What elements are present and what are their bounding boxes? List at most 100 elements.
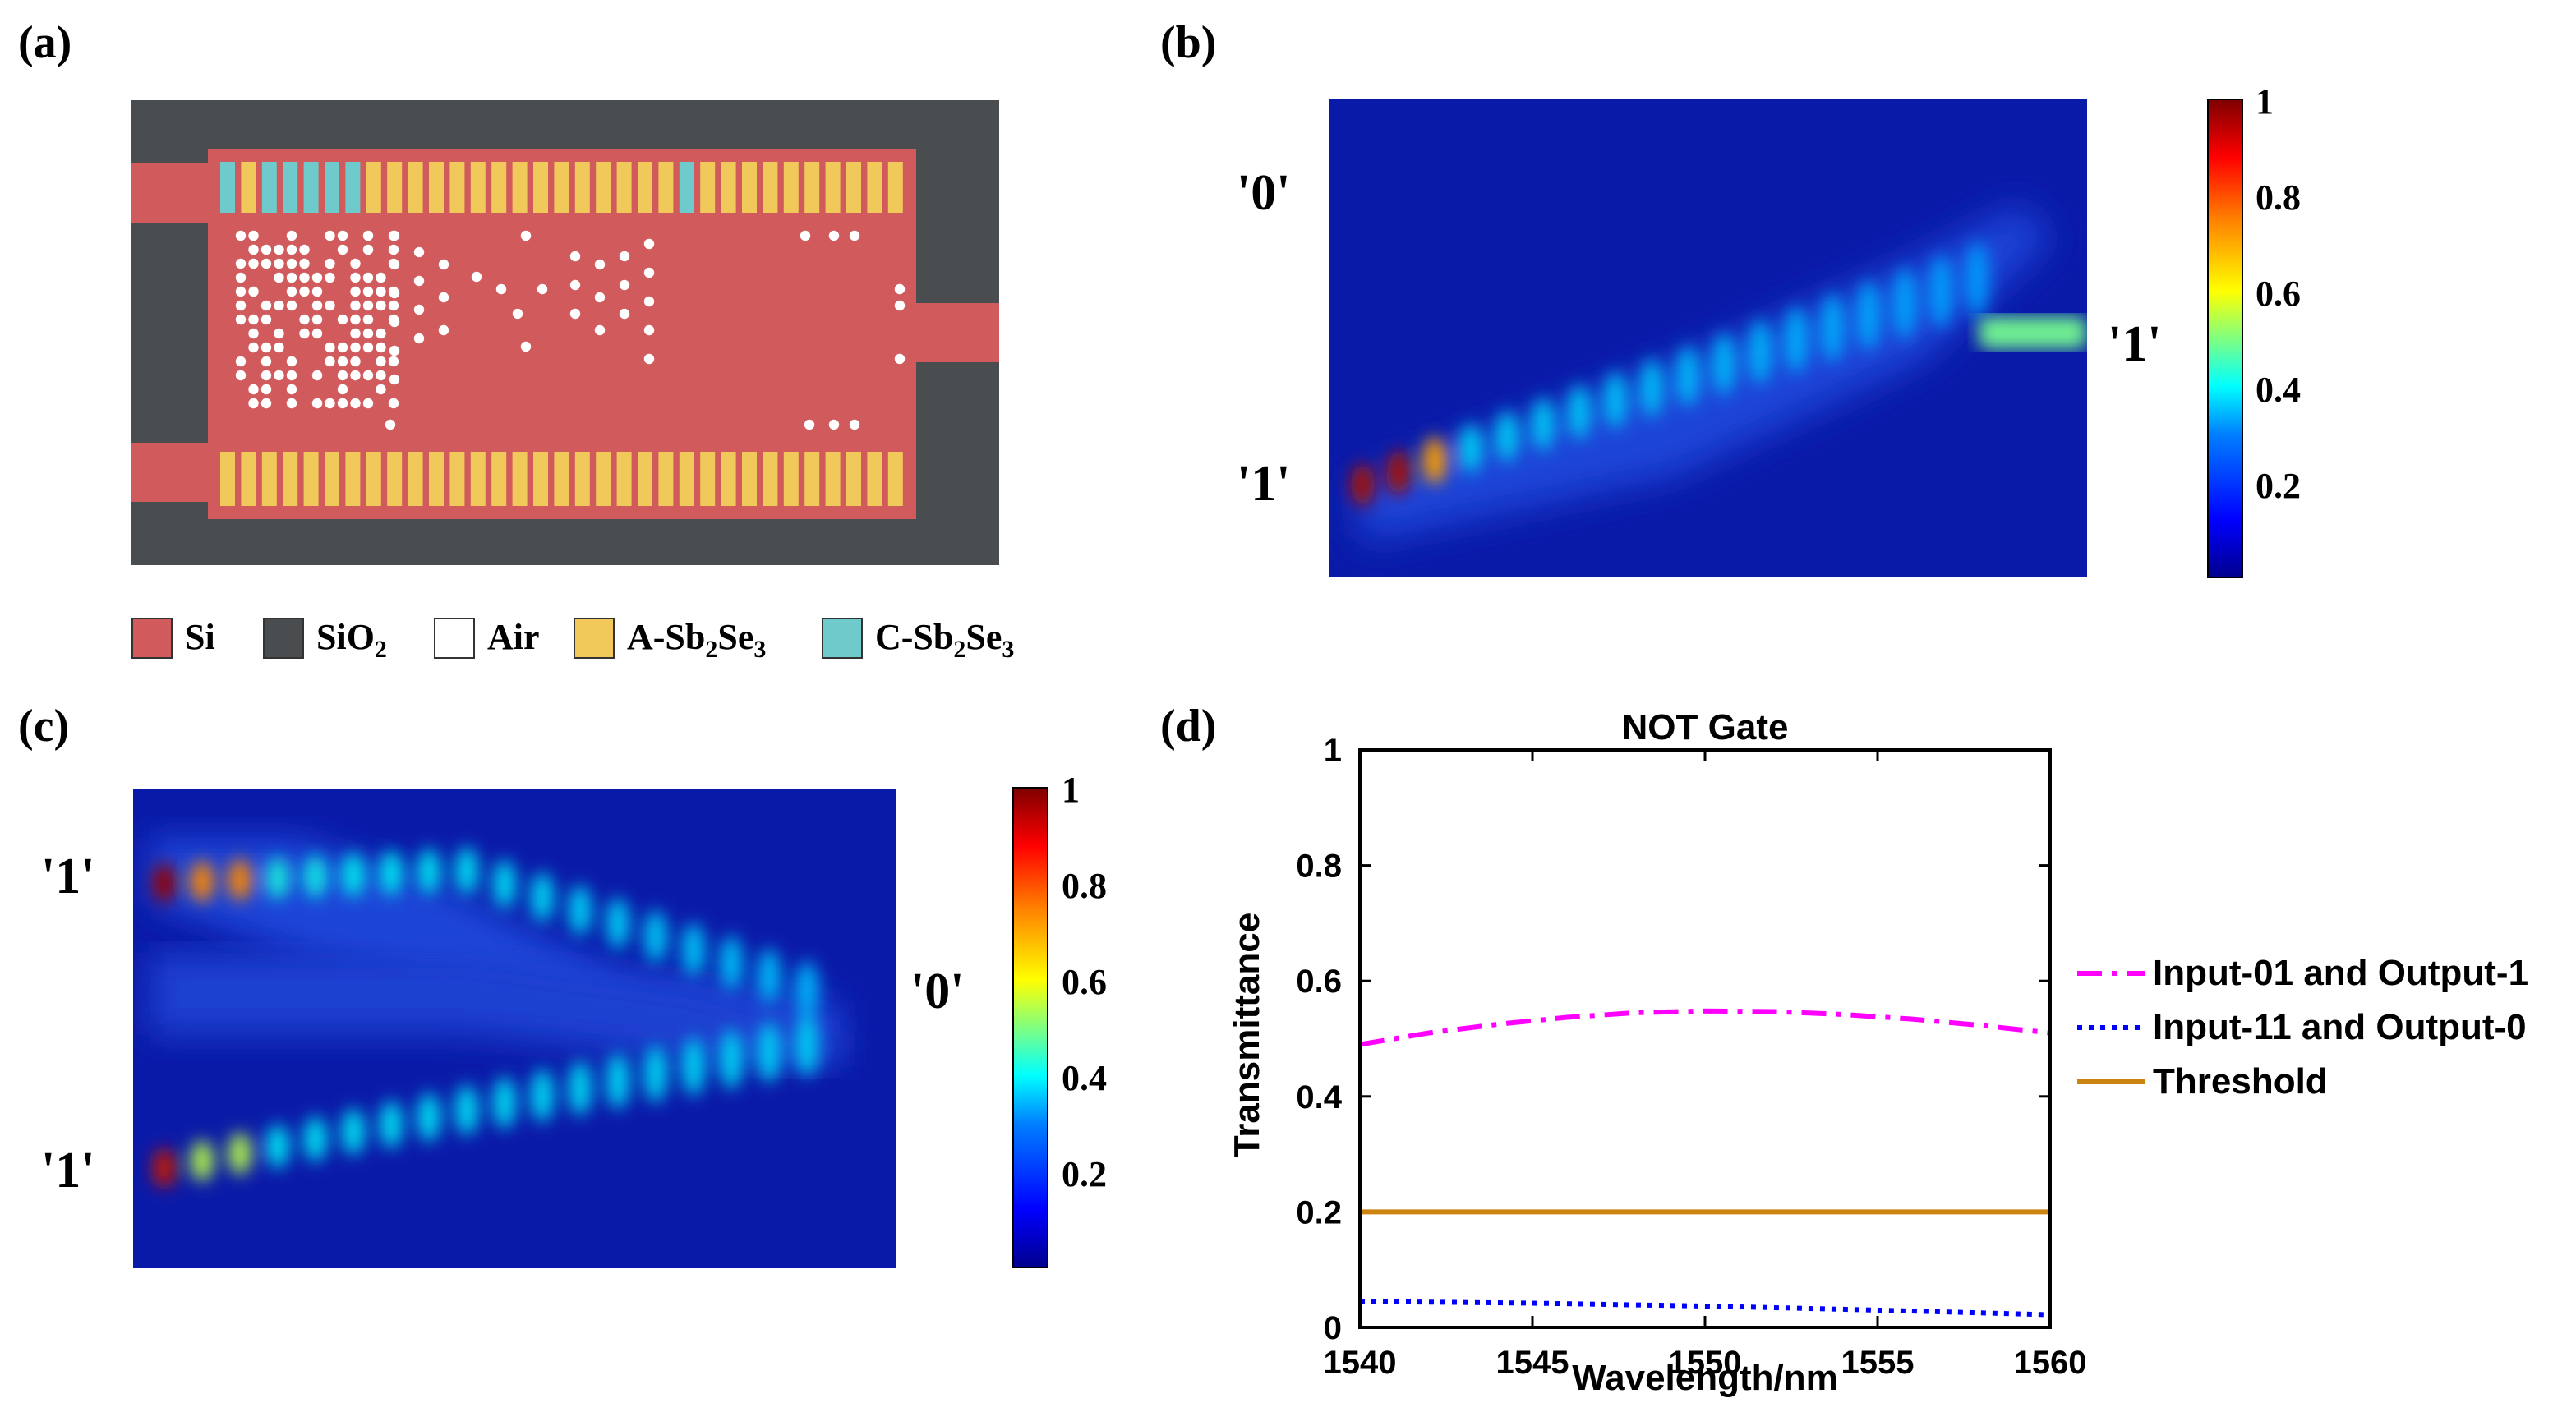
air-hole bbox=[337, 230, 348, 241]
phase-change-strip-bottom bbox=[429, 452, 444, 506]
phase-change-strip-top bbox=[574, 162, 590, 213]
air-hole bbox=[299, 272, 310, 283]
legend-swatch-a-sb2se3 bbox=[574, 618, 615, 659]
air-hole bbox=[362, 370, 374, 381]
legend-swatch-c-sb2se3 bbox=[822, 618, 863, 659]
field-intensity-blob bbox=[417, 1092, 440, 1142]
legend-label-si: Si bbox=[185, 617, 215, 657]
air-hole bbox=[643, 324, 655, 336]
air-hole bbox=[235, 286, 247, 297]
air-hole bbox=[299, 314, 310, 325]
field-intensity-blob bbox=[191, 1140, 214, 1181]
phase-change-strip-top bbox=[554, 162, 569, 213]
air-hole bbox=[325, 258, 335, 269]
air-hole bbox=[286, 356, 297, 367]
colorbar-b-tick-0.6: 0.6 bbox=[2256, 274, 2301, 314]
field-intensity-blob bbox=[417, 848, 440, 895]
air-hole bbox=[337, 356, 348, 367]
field-intensity-blob bbox=[191, 861, 214, 902]
colorbar-c-tick-1: 1 bbox=[1062, 770, 1080, 810]
field-intensity-blob bbox=[266, 857, 289, 899]
air-hole bbox=[311, 286, 323, 297]
air-hole bbox=[248, 286, 259, 297]
x-tick-label: 1550 bbox=[1669, 1345, 1742, 1381]
phase-change-strip-top bbox=[804, 162, 820, 213]
phase-change-strip-bottom bbox=[491, 452, 507, 506]
air-hole bbox=[350, 398, 361, 409]
air-hole bbox=[350, 286, 361, 297]
air-hole bbox=[362, 300, 374, 311]
phase-change-strip-top bbox=[408, 162, 423, 213]
colorbar-c-tick-0.8: 0.8 bbox=[1062, 866, 1107, 906]
air-hole bbox=[520, 230, 532, 241]
colorbar-c-tick-0.2: 0.2 bbox=[1062, 1154, 1107, 1194]
air-hole bbox=[594, 324, 606, 336]
panel-label-a: (a) bbox=[18, 17, 72, 68]
phase-change-strip-bottom bbox=[533, 452, 548, 506]
field-intensity-blob bbox=[1676, 346, 1699, 407]
air-hole bbox=[804, 419, 815, 430]
phase-change-strip-bottom bbox=[721, 452, 736, 506]
phase-change-strip-bottom bbox=[220, 452, 235, 506]
air-hole bbox=[235, 300, 247, 311]
phase-change-strip-bottom bbox=[512, 452, 528, 506]
air-hole bbox=[235, 314, 247, 325]
air-hole bbox=[362, 398, 374, 409]
x-tick-label: 1540 bbox=[1324, 1345, 1397, 1381]
chart-axes-box bbox=[1358, 748, 2052, 1329]
field-c-input-1-top-label: '1' bbox=[41, 849, 95, 904]
phase-change-strip-bottom bbox=[554, 452, 569, 506]
field-b-input-0-label: '0' bbox=[1237, 165, 1291, 221]
phase-change-strip-bottom bbox=[867, 452, 882, 506]
air-hole bbox=[350, 356, 361, 367]
air-hole bbox=[643, 353, 655, 365]
legend-label-c-sb2se3: C-Sb2Se3 bbox=[875, 617, 1015, 663]
phase-change-strip-top bbox=[470, 162, 486, 213]
air-hole bbox=[286, 370, 297, 381]
phase-change-strip-top bbox=[700, 162, 716, 213]
air-hole bbox=[362, 244, 374, 255]
legend-entry-label: Input-01 and Output-1 bbox=[2153, 953, 2528, 993]
air-hole bbox=[248, 398, 259, 409]
phase-change-strip-top bbox=[616, 162, 632, 213]
phase-change-strip-top bbox=[533, 162, 548, 213]
field-intensity-blob bbox=[569, 885, 592, 936]
colorbar-b-tick-1: 1 bbox=[2256, 81, 2274, 122]
phase-change-strip-top bbox=[783, 162, 799, 213]
x-tick-label: 1545 bbox=[1496, 1345, 1569, 1381]
air-hole bbox=[388, 398, 399, 409]
field-map-c bbox=[133, 789, 896, 1268]
air-hole bbox=[438, 292, 449, 303]
air-hole bbox=[828, 230, 840, 241]
y-tick-label: 0.6 bbox=[1296, 964, 1342, 1000]
air-hole bbox=[248, 258, 259, 269]
field-intensity-blob bbox=[758, 1021, 781, 1083]
air-hole bbox=[594, 259, 606, 270]
phase-change-strip-top bbox=[387, 162, 403, 213]
colorbar-b-tick-0.2: 0.2 bbox=[2256, 466, 2301, 506]
field-intensity-blob bbox=[380, 1101, 403, 1148]
phase-change-strip-bottom bbox=[679, 452, 694, 506]
air-hole bbox=[260, 356, 272, 367]
air-hole bbox=[235, 272, 247, 283]
phase-change-strip-top bbox=[449, 162, 465, 213]
field-intensity-blob bbox=[720, 936, 743, 990]
field-intensity-blob bbox=[1423, 437, 1446, 484]
phase-change-strip-bottom bbox=[638, 452, 652, 506]
phase-change-strip-bottom bbox=[261, 452, 277, 506]
y-tick-label: 0.8 bbox=[1296, 849, 1342, 885]
air-hole bbox=[235, 230, 247, 241]
field-intensity-blob bbox=[644, 1045, 667, 1102]
field-intensity-blob bbox=[1568, 384, 1591, 439]
air-hole bbox=[311, 314, 323, 325]
field-b-output-1-label: '1' bbox=[2108, 316, 2162, 372]
air-hole bbox=[569, 279, 581, 291]
legend-swatch-sio2 bbox=[263, 618, 304, 659]
phase-change-strip-top bbox=[241, 162, 256, 213]
air-hole bbox=[260, 384, 272, 395]
air-hole bbox=[376, 272, 386, 283]
air-hole bbox=[350, 314, 361, 325]
air-hole bbox=[248, 230, 259, 241]
air-hole bbox=[389, 259, 400, 270]
air-hole bbox=[849, 419, 860, 430]
